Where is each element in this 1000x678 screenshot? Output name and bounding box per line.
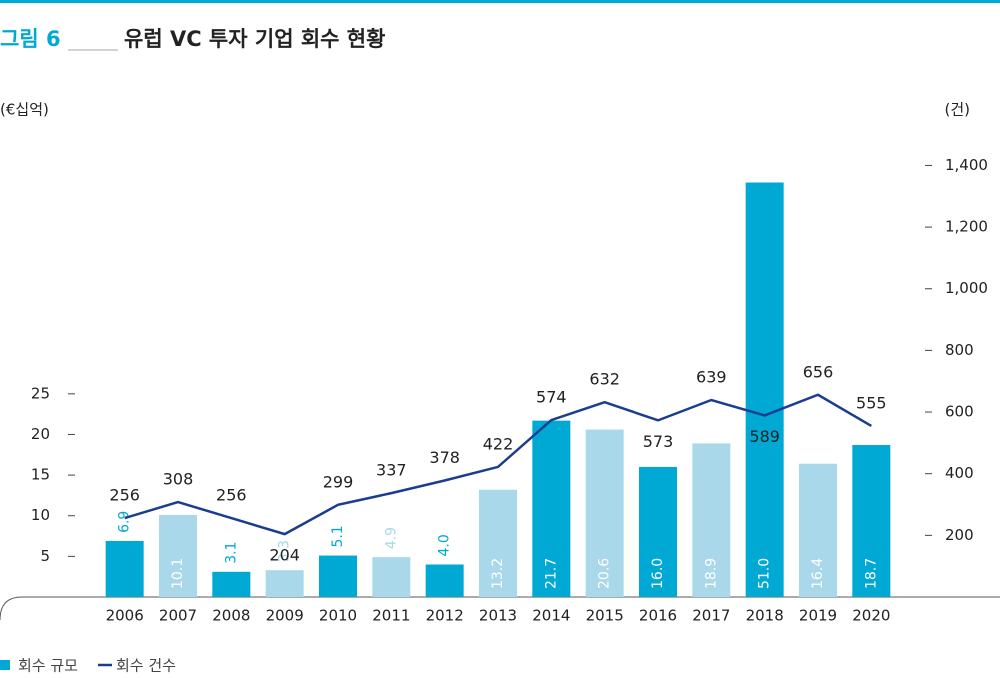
bar bbox=[639, 466, 677, 597]
bar bbox=[319, 555, 357, 597]
bar bbox=[585, 429, 624, 597]
bar-value-label: 10.1 bbox=[170, 558, 186, 589]
bar bbox=[372, 557, 411, 597]
bar-value-label: 4.0 bbox=[437, 534, 453, 556]
line-value-label: 308 bbox=[163, 470, 194, 489]
bar bbox=[212, 571, 251, 597]
x-tick-label: 2006 bbox=[106, 607, 144, 625]
y-tick-label: 10 bbox=[31, 506, 50, 524]
x-tick-label: 2019 bbox=[799, 607, 837, 625]
line-value-label: 555 bbox=[856, 393, 887, 412]
bar bbox=[479, 489, 517, 597]
y-tick-label: 5 bbox=[40, 547, 50, 565]
x-tick-label: 2012 bbox=[426, 607, 464, 625]
bar bbox=[852, 445, 891, 597]
line-value-label: 256 bbox=[109, 486, 140, 505]
frame bbox=[0, 596, 1000, 621]
bar-value-label: 16.4 bbox=[810, 558, 826, 589]
x-tick-label: 2020 bbox=[852, 607, 890, 625]
bar bbox=[105, 540, 144, 597]
line-value-label: 256 bbox=[216, 486, 247, 505]
line-value-label: 573 bbox=[643, 432, 674, 451]
y2-tick-label: 1,200 bbox=[945, 218, 988, 236]
line-value-label: 656 bbox=[803, 362, 834, 381]
bar-value-label: 51.0 bbox=[757, 558, 773, 589]
bar-value-label: 4.9 bbox=[383, 527, 399, 549]
y2-tick-label: 1,000 bbox=[945, 279, 988, 297]
line-value-label: 589 bbox=[749, 427, 780, 446]
bar bbox=[265, 570, 304, 597]
line-value-label: 422 bbox=[483, 434, 514, 453]
bar-value-label: 6.9 bbox=[117, 511, 133, 533]
y2-tick-label: 200 bbox=[945, 526, 974, 544]
x-tick-label: 2010 bbox=[319, 607, 357, 625]
y-tick-label: 15 bbox=[31, 466, 50, 484]
x-tick-label: 2008 bbox=[212, 607, 250, 625]
legend-label: 회수 규모 bbox=[18, 657, 78, 675]
line-value-label: 299 bbox=[323, 472, 354, 491]
bar bbox=[532, 420, 571, 597]
bar bbox=[799, 463, 837, 597]
legend-swatch bbox=[0, 660, 10, 670]
line-value-label: 639 bbox=[696, 368, 727, 387]
line bbox=[124, 393, 872, 536]
bar-value-label: 18.9 bbox=[703, 558, 719, 589]
bar bbox=[159, 514, 197, 597]
line-value-label: 204 bbox=[269, 546, 300, 565]
line-value-label: 378 bbox=[429, 448, 460, 467]
bar-value-label: 21.7 bbox=[543, 558, 559, 589]
x-tick-label: 2014 bbox=[532, 607, 570, 625]
x-tick-label: 2016 bbox=[639, 607, 677, 625]
figure-label: 그림 6 bbox=[0, 27, 61, 51]
bar bbox=[692, 443, 731, 597]
bar-value-label: 13.2 bbox=[490, 558, 506, 589]
bar-value-label: 5.1 bbox=[330, 525, 346, 547]
y-axis-label: (€십억) bbox=[0, 101, 49, 119]
y2-axis-label: (건) bbox=[944, 101, 970, 119]
y-tick-label: 20 bbox=[31, 425, 50, 443]
x-tick-label: 2017 bbox=[692, 607, 730, 625]
line-value-label: 632 bbox=[589, 370, 620, 389]
y2-tick-label: 1,400 bbox=[945, 156, 988, 174]
x-tick-label: 2015 bbox=[586, 607, 624, 625]
y2-tick-label: 800 bbox=[945, 341, 974, 359]
bar-value-label: 20.6 bbox=[597, 558, 613, 589]
x-tick-label: 2011 bbox=[372, 607, 410, 625]
y2-tick-label: 400 bbox=[945, 464, 974, 482]
x-tick-label: 2007 bbox=[159, 607, 197, 625]
bar bbox=[745, 182, 784, 597]
bar-value-label: 18.7 bbox=[863, 558, 879, 589]
top-rule bbox=[0, 0, 1000, 3]
y2-tick-label: 600 bbox=[945, 403, 974, 421]
line-value-label: 574 bbox=[536, 388, 567, 407]
chart-title: 유럽 VC 투자 기업 회수 현황 bbox=[124, 27, 385, 51]
x-tick-label: 2009 bbox=[266, 607, 304, 625]
bar-value-label: 16.0 bbox=[650, 558, 666, 589]
line-value-label: 337 bbox=[376, 461, 407, 480]
x-tick-label: 2013 bbox=[479, 607, 517, 625]
y-tick-label: 25 bbox=[31, 384, 50, 402]
x-tick-label: 2018 bbox=[746, 607, 784, 625]
bar-value-label: 3.1 bbox=[223, 542, 239, 564]
bar bbox=[425, 564, 464, 597]
bar-value-label: 3.3 bbox=[277, 540, 293, 562]
legend-label: 회수 건수 bbox=[116, 657, 176, 675]
